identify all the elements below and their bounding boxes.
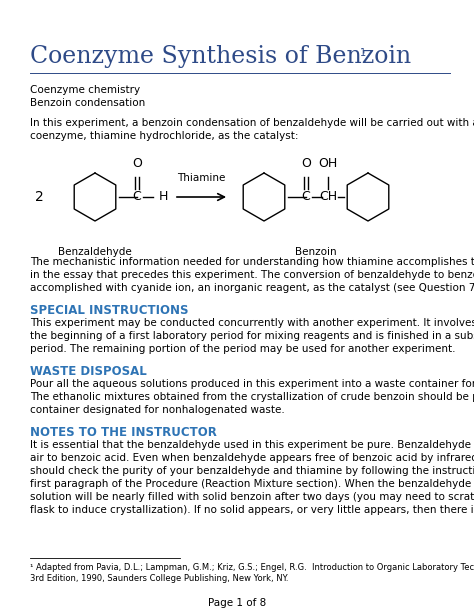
- Text: This experiment may be conducted concurrently with another experiment. It involv: This experiment may be conducted concurr…: [30, 318, 474, 328]
- Text: container designated for nonhalogenated waste.: container designated for nonhalogenated …: [30, 405, 285, 415]
- Text: C: C: [133, 191, 141, 204]
- Text: Benzoin: Benzoin: [295, 247, 337, 257]
- Text: Thiamine: Thiamine: [177, 173, 226, 183]
- Text: Benzoin condensation: Benzoin condensation: [30, 98, 145, 108]
- Text: Pour all the aqueous solutions produced in this experiment into a waste containe: Pour all the aqueous solutions produced …: [30, 379, 474, 389]
- Text: CH: CH: [319, 191, 337, 204]
- Text: first paragraph of the Procedure (Reaction Mixture section). When the benzaldehy: first paragraph of the Procedure (Reacti…: [30, 479, 474, 489]
- Text: accomplished with cyanide ion, an inorganic reagent, as the catalyst (see Questi: accomplished with cyanide ion, an inorga…: [30, 283, 474, 293]
- Text: NOTES TO THE INSTRUCTOR: NOTES TO THE INSTRUCTOR: [30, 426, 217, 439]
- Text: Page 1 of 8: Page 1 of 8: [208, 598, 266, 608]
- Text: air to benzoic acid. Even when benzaldehyde appears free of benzoic acid by infr: air to benzoic acid. Even when benzaldeh…: [30, 453, 474, 463]
- Text: Benzaldehyde: Benzaldehyde: [58, 247, 132, 257]
- Text: SPECIAL INSTRUCTIONS: SPECIAL INSTRUCTIONS: [30, 304, 189, 317]
- Text: O: O: [301, 157, 311, 170]
- Text: C: C: [301, 191, 310, 204]
- Text: 1: 1: [360, 48, 366, 58]
- Text: 3rd Edition, 1990, Saunders College Publishing, New York, NY.: 3rd Edition, 1990, Saunders College Publ…: [30, 574, 289, 583]
- Text: flask to induce crystallization). If no solid appears, or very little appears, t: flask to induce crystallization). If no …: [30, 505, 474, 515]
- Text: period. The remaining portion of the period may be used for another experiment.: period. The remaining portion of the per…: [30, 344, 456, 354]
- Text: It is essential that the benzaldehyde used in this experiment be pure. Benzaldeh: It is essential that the benzaldehyde us…: [30, 440, 474, 450]
- Text: solution will be nearly filled with solid benzoin after two days (you may need t: solution will be nearly filled with soli…: [30, 492, 474, 502]
- Text: Coenzyme chemistry: Coenzyme chemistry: [30, 85, 140, 95]
- Text: The ethanolic mixtures obtained from the crystallization of crude benzoin should: The ethanolic mixtures obtained from the…: [30, 392, 474, 402]
- Text: Coenzyme Synthesis of Benzoin: Coenzyme Synthesis of Benzoin: [30, 45, 411, 68]
- Text: The mechanistic information needed for understanding how thiamine accomplishes t: The mechanistic information needed for u…: [30, 257, 474, 267]
- Text: In this experiment, a benzoin condensation of benzaldehyde will be carried out w: In this experiment, a benzoin condensati…: [30, 118, 474, 128]
- Text: O: O: [132, 157, 142, 170]
- Text: WASTE DISPOSAL: WASTE DISPOSAL: [30, 365, 147, 378]
- Text: coenzyme, thiamine hydrochloride, as the catalyst:: coenzyme, thiamine hydrochloride, as the…: [30, 131, 299, 141]
- Text: ¹ Adapted from Pavia, D.L.; Lampman, G.M.; Kriz, G.S.; Engel, R.G.  Introduction: ¹ Adapted from Pavia, D.L.; Lampman, G.M…: [30, 563, 474, 572]
- Text: OH: OH: [319, 157, 337, 170]
- Text: should check the purity of your benzaldehyde and thiamine by following the instr: should check the purity of your benzalde…: [30, 466, 474, 476]
- Text: 2: 2: [35, 190, 44, 204]
- Text: H: H: [159, 191, 168, 204]
- Text: in the essay that precedes this experiment. The conversion of benzaldehyde to be: in the essay that precedes this experime…: [30, 270, 474, 280]
- Text: the beginning of a first laboratory period for mixing reagents and is finished i: the beginning of a first laboratory peri…: [30, 331, 474, 341]
